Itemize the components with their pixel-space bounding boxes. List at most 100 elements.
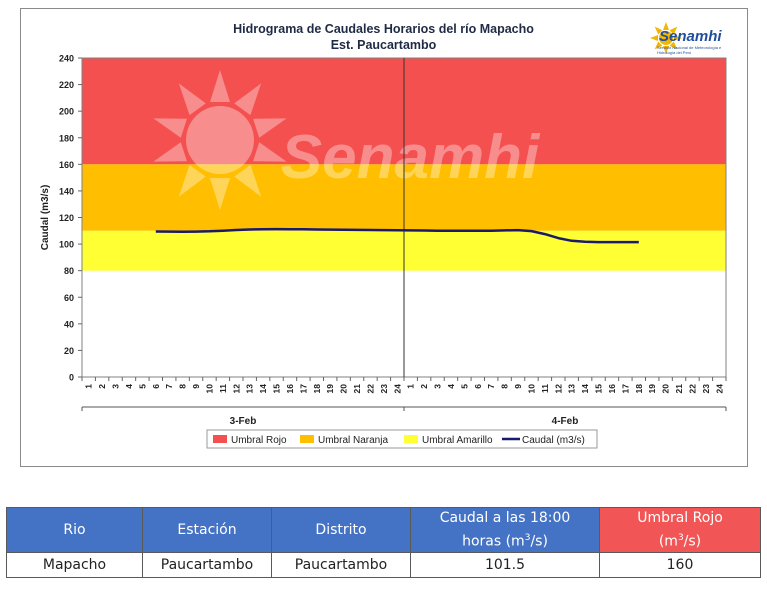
header-umbral-line1: Umbral Rojo [637, 510, 723, 526]
x-tick-label: 23 [701, 384, 711, 394]
watermark-ray [153, 118, 187, 138]
x-tick-label: 3 [433, 384, 443, 389]
header-umbral-end: /s) [683, 533, 702, 550]
watermark-ray [234, 164, 262, 197]
x-tick-label: 1 [84, 384, 94, 389]
watermark-ray [153, 142, 187, 162]
y-tick-label: 60 [64, 293, 74, 303]
x-tick-label: 1 [406, 384, 416, 389]
watermark-text: Senamhi [281, 123, 541, 192]
x-tick-label: 17 [298, 384, 308, 394]
watermark-ray [210, 70, 230, 102]
legend-label: Umbral Amarillo [422, 435, 493, 446]
y-tick-label: 220 [59, 80, 74, 90]
x-tick-label: 15 [594, 384, 604, 394]
x-tick-label: 4 [446, 384, 456, 389]
watermark-ray [253, 118, 287, 138]
legend-label: Umbral Rojo [231, 435, 287, 446]
header-umbral-sup: 3 [677, 533, 684, 543]
x-tick-label: 9 [513, 384, 523, 389]
day-label: 4-Feb [552, 416, 579, 427]
x-tick-label: 8 [178, 384, 188, 389]
header-estacion: Estación [142, 507, 272, 553]
x-tick-label: 20 [661, 384, 671, 394]
y-tick-label: 20 [64, 346, 74, 356]
watermark-ray [234, 83, 262, 116]
header-caudal-end: /s) [530, 533, 548, 550]
x-tick-label: 5 [459, 384, 469, 389]
y-axis-label: Caudal (m3/s) [40, 185, 51, 251]
x-tick-label: 14 [258, 384, 268, 394]
x-tick-label: 12 [231, 384, 241, 394]
logo-text: Senamhi [659, 28, 722, 45]
x-tick-label: 12 [553, 384, 563, 394]
watermark-ray [253, 142, 287, 162]
cell-rio: Mapacho [6, 551, 143, 578]
cell-distrito: Paucartambo [271, 551, 411, 578]
x-tick-label: 6 [473, 384, 483, 389]
header-caudal: Caudal a las 18:00 horas (m3/s) [410, 507, 600, 553]
y-tick-label: 120 [59, 213, 74, 223]
y-tick-label: 240 [59, 54, 74, 64]
x-tick-label: 19 [325, 384, 335, 394]
watermark-sun-core [186, 106, 254, 174]
y-tick-label: 180 [59, 133, 74, 143]
header-umbral: Umbral Rojo (m3/s) [599, 507, 761, 553]
header-caudal-line2: horas (m [462, 533, 525, 550]
x-tick-label: 24 [714, 384, 724, 394]
x-tick-label: 5 [137, 384, 147, 389]
x-tick-label: 13 [567, 384, 577, 394]
x-tick-label: 16 [607, 384, 617, 394]
x-tick-label: 11 [540, 384, 550, 393]
x-tick-label: 21 [352, 384, 362, 394]
legend-swatch [300, 435, 314, 443]
x-tick-label: 4 [124, 384, 134, 389]
sun-logo-icon [650, 22, 682, 54]
x-tick-label: 18 [634, 384, 644, 394]
cell-umbral: 160 [599, 551, 761, 578]
x-tick-label: 7 [486, 384, 496, 389]
senamhi-logo [648, 18, 728, 58]
table-row: Mapacho Paucartambo Paucartambo 101.5 16… [6, 551, 761, 578]
y-tick-label: 80 [64, 266, 74, 276]
header-umbral-line2: (m [658, 533, 678, 550]
day-label: 3-Feb [230, 416, 257, 427]
x-tick-label: 14 [580, 384, 590, 394]
watermark-ray [210, 178, 230, 210]
cell-estacion: Paucartambo [142, 551, 272, 578]
x-tick-label: 16 [285, 384, 295, 394]
x-tick-label: 17 [620, 384, 630, 394]
table-header-row: Rio Estación Distrito Caudal a las 18:00… [6, 507, 761, 553]
x-tick-label: 6 [151, 384, 161, 389]
y-tick-label: 160 [59, 160, 74, 170]
x-tick-label: 18 [312, 384, 322, 394]
x-tick-label: 15 [272, 384, 282, 394]
x-tick-label: 22 [687, 384, 697, 394]
watermark-ray [178, 83, 206, 116]
legend-box [206, 429, 598, 449]
x-tick-label: 8 [500, 384, 510, 389]
logo-subtext: Servicio Nacional de Meteorología e Hidr… [657, 45, 722, 55]
x-tick-label: 2 [97, 384, 107, 389]
x-tick-label: 3 [111, 384, 121, 389]
x-tick-label: 2 [419, 384, 429, 389]
summary-table: Rio Estación Distrito Caudal a las 18:00… [6, 507, 761, 578]
header-distrito: Distrito [271, 507, 411, 553]
chart-subtitle: Est. Paucartambo [330, 38, 437, 52]
x-tick-label: 23 [379, 384, 389, 394]
x-tick-label: 10 [204, 384, 214, 394]
header-rio: Rio [6, 507, 143, 553]
header-caudal-sup: 3 [524, 533, 531, 543]
header-caudal-line1: Caudal a las 18:00 [439, 510, 571, 526]
y-tick-label: 200 [59, 107, 74, 117]
y-tick-label: 140 [59, 186, 74, 196]
legend-swatch [213, 435, 227, 443]
legend-swatch [404, 435, 418, 443]
y-tick-label: 0 [69, 373, 74, 383]
x-tick-label: 10 [526, 384, 536, 394]
x-tick-label: 7 [164, 384, 174, 389]
chart-title: Hidrograma de Caudales Horarios del río … [233, 22, 534, 36]
legend-label: Caudal (m3/s) [522, 435, 585, 446]
y-tick-label: 100 [59, 240, 74, 250]
